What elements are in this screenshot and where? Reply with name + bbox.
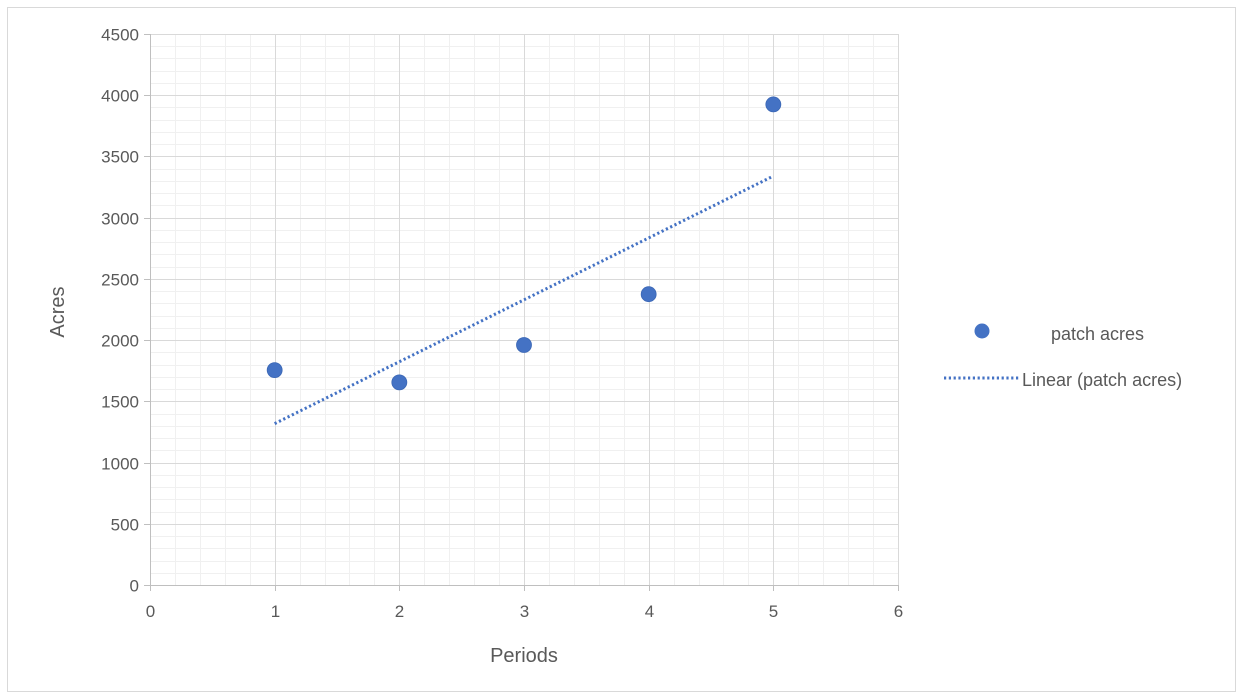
x-tick-label: 1 (271, 602, 280, 621)
x-axis-title: Periods (490, 645, 558, 667)
y-axis-title: Acres (47, 286, 69, 337)
y-tick-label: 3000 (101, 210, 139, 229)
y-tick-label: 1000 (101, 455, 139, 474)
y-tick-label: 4000 (101, 87, 139, 106)
y-tick-label: 2000 (101, 332, 139, 351)
y-tick-label: 1500 (101, 393, 139, 412)
data-point (640, 286, 657, 303)
x-tick-label: 3 (520, 602, 529, 621)
trendline (273, 174, 775, 425)
x-tick-label: 0 (146, 602, 155, 621)
legend-label-patch-acres: patch acres (1051, 324, 1144, 344)
y-tick-label: 2500 (101, 271, 139, 290)
series-layer (266, 96, 782, 425)
data-point (765, 96, 782, 113)
axes (144, 34, 899, 591)
legend-marker-patch-acres (974, 323, 990, 339)
y-tick-label: 0 (130, 577, 139, 596)
major-gridlines (150, 34, 899, 585)
y-tick-label: 4500 (101, 26, 139, 45)
legend: patch acres Linear (patch acres) (944, 323, 1182, 390)
data-point (391, 374, 408, 391)
tick-labels: 0 500 1000 1500 2000 2500 3000 3500 4000 4500 0 1 2 3… (101, 26, 903, 622)
data-point (516, 337, 532, 353)
chart-border (7, 7, 1236, 692)
y-tick-label: 500 (111, 516, 139, 535)
data-point (266, 362, 283, 379)
x-tick-label: 2 (395, 602, 404, 621)
x-tick-label: 6 (894, 602, 903, 621)
x-tick-label: 4 (645, 602, 654, 621)
y-tick-label: 3500 (101, 148, 139, 167)
x-tick-label: 5 (769, 602, 778, 621)
legend-label-trendline: Linear (patch acres) (1022, 370, 1182, 390)
